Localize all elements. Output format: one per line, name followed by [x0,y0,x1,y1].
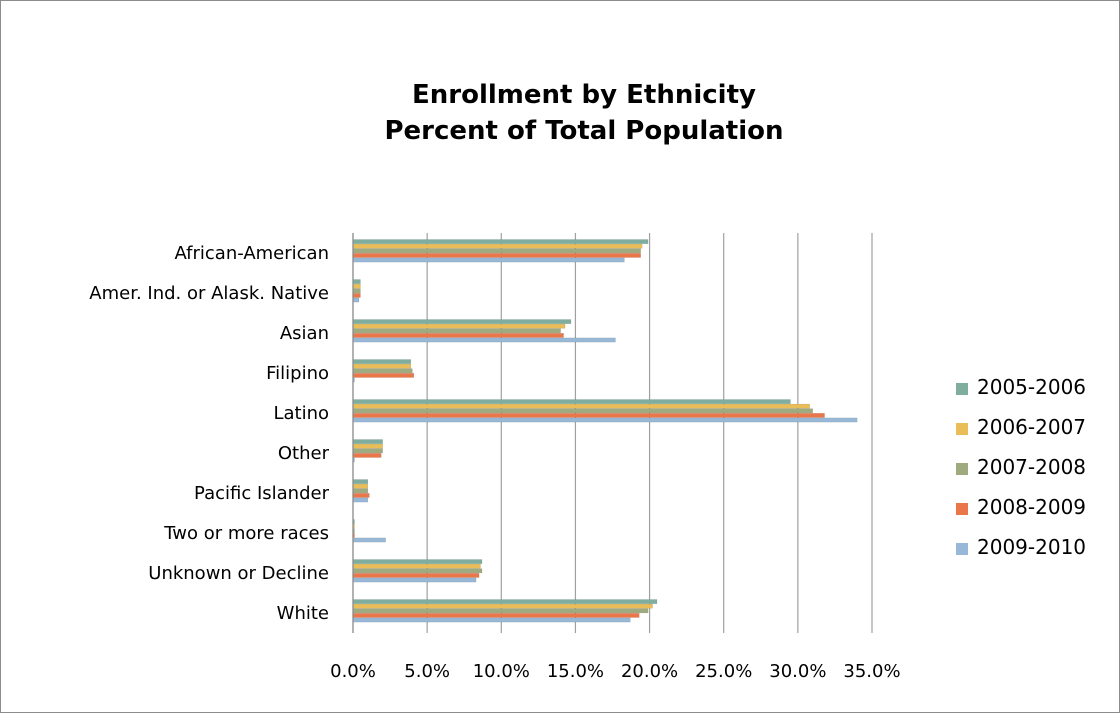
bar-2007-2008-white [353,609,648,613]
bar-2006-2007-latino [353,404,810,408]
bar-2005-2006-white [353,600,657,604]
x-tick-label: 5.0% [404,661,450,682]
bar-2008-2009-african-american [353,253,641,257]
x-tick-label: 0.0% [330,661,376,682]
bar-2005-2006-asian [353,320,571,324]
bar-2005-2006-unknown-or-decline [353,560,482,564]
bar-2005-2006-filipino [353,360,411,364]
chart-title-line-2: Percent of Total Population [384,116,783,146]
bar-2008-2009-latino [353,413,825,417]
bar-2006-2007-pacific-islander [353,484,368,488]
bar-2006-2007-filipino [353,364,411,368]
bars [353,240,857,623]
bar-2009-2010-asian [353,338,615,342]
category-label: Amer. Ind. or Alask. Native [89,283,329,304]
x-tick-label: 30.0% [769,661,826,682]
bar-2006-2007-amer-ind-or-alask-native [353,284,360,288]
bar-2008-2009-unknown-or-decline [353,573,479,577]
category-label: Two or more races [163,523,329,544]
bar-2006-2007-asian [353,324,565,328]
category-label: Unknown or Decline [148,563,329,584]
bar-2005-2006-other [353,440,383,444]
bar-2009-2010-african-american [353,258,624,262]
bar-2008-2009-amer-ind-or-alask-native [353,293,360,297]
bar-2005-2006-latino [353,400,790,404]
legend-swatch [956,423,968,435]
bar-2008-2009-other [353,453,381,457]
category-label: Asian [280,323,329,344]
x-tick-label: 35.0% [843,661,900,682]
bar-2007-2008-african-american [353,249,641,253]
bar-2009-2010-pacific-islander [353,498,368,502]
bar-2005-2006-pacific-islander [353,480,368,484]
bar-2006-2007-unknown-or-decline [353,564,481,568]
category-label: African-American [174,243,329,264]
legend-swatch [956,383,968,395]
bar-2007-2008-filipino [353,369,412,373]
legend-swatch [956,463,968,475]
bar-2007-2008-asian [353,329,561,333]
bar-2008-2009-filipino [353,373,414,377]
category-label: Other [278,443,330,464]
bar-2007-2008-pacific-islander [353,489,368,493]
bar-2007-2008-latino [353,409,813,413]
legend-swatch [956,503,968,515]
category-label: Pacific Islander [194,483,330,504]
bar-2007-2008-amer-ind-or-alask-native [353,289,360,293]
category-label: Latino [273,403,329,424]
legend-label: 2008-2009 [977,495,1086,519]
bar-2009-2010-white [353,618,630,622]
chart-title-line-1: Enrollment by Ethnicity [412,80,756,110]
x-tick-labels: 0.0% 5.0% 10.0% 15.0% 20.0% 25.0% 30.0% 35.0% [330,661,900,682]
legend-label: 2005-2006 [977,375,1086,399]
x-tick-label: 20.0% [621,661,678,682]
bar-2006-2007-african-american [353,244,642,248]
legend-label: 2007-2008 [977,455,1086,479]
category-labels: African-American Amer. Ind. or Alask. Nat… [89,243,329,624]
legend-label: 2006-2007 [977,415,1086,439]
bar-2009-2010-unknown-or-decline [353,578,476,582]
category-label: White [277,603,329,624]
bar-2008-2009-pacific-islander [353,493,369,497]
legend-label: 2009-2010 [977,535,1086,559]
bar-2008-2009-white [353,613,639,617]
chart-title: Enrollment by Ethnicity Percent of Total … [384,80,783,146]
x-tick-label: 10.0% [473,661,530,682]
bar-2006-2007-other [353,444,383,448]
legend-swatch [956,543,968,555]
category-label: Filipino [266,363,329,384]
bar-2009-2010-two-or-more-races [353,538,386,542]
bar-2006-2007-white [353,604,653,608]
bar-2009-2010-latino [353,418,857,422]
bar-2005-2006-african-american [353,240,648,244]
legend: 2005-2006 2006-2007 2007-2008 2008-2009 2009… [956,375,1086,559]
x-tick-label: 25.0% [695,661,752,682]
x-tick-label: 15.0% [547,661,604,682]
bar-2007-2008-other [353,449,383,453]
bar-2005-2006-amer-ind-or-alask-native [353,280,360,284]
bar-2008-2009-asian [353,333,564,337]
bar-2009-2010-amer-ind-or-alask-native [353,298,359,302]
bar-2007-2008-unknown-or-decline [353,569,482,573]
